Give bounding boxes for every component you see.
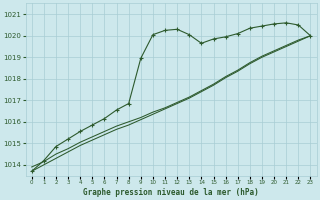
X-axis label: Graphe pression niveau de la mer (hPa): Graphe pression niveau de la mer (hPa) (83, 188, 259, 197)
